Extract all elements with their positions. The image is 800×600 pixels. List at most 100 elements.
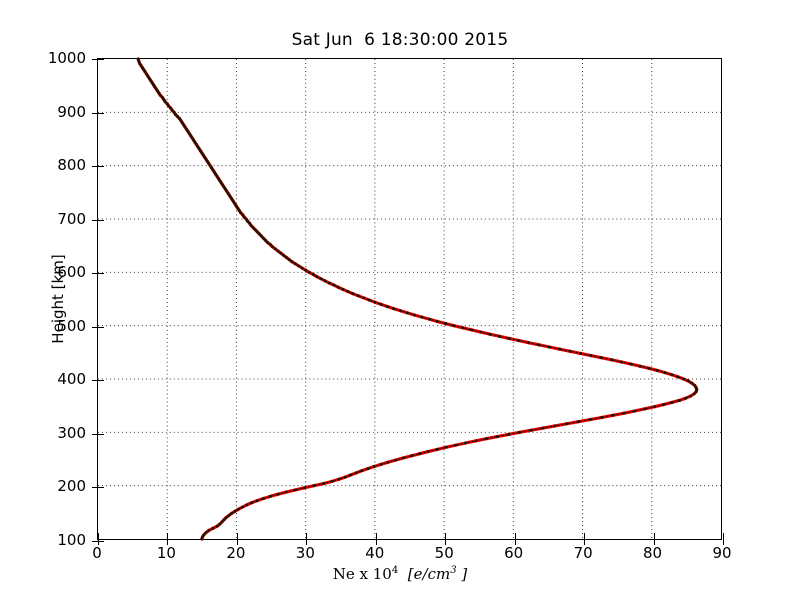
- data-point: [464, 441, 468, 445]
- data-point: [170, 108, 174, 112]
- data-point: [611, 413, 615, 417]
- data-point: [315, 275, 319, 279]
- data-point: [479, 330, 483, 334]
- data-point: [183, 125, 187, 129]
- data-point: [330, 479, 334, 483]
- data-point: [670, 373, 674, 377]
- y-tick-inner: [98, 59, 104, 60]
- data-point: [319, 277, 323, 281]
- data-point: [694, 386, 698, 390]
- data-point: [200, 151, 204, 155]
- x-tick-label: 0: [92, 544, 102, 562]
- data-point: [676, 375, 680, 379]
- x-tick-label: 50: [434, 544, 454, 562]
- y-tick-label: 100: [57, 531, 86, 549]
- data-point: [386, 460, 390, 464]
- x-tick-label: 40: [365, 544, 385, 562]
- y-tick-label: 800: [57, 156, 86, 175]
- data-point: [172, 110, 176, 114]
- data-point: [232, 200, 236, 204]
- data-point: [302, 486, 306, 490]
- data-point: [237, 507, 241, 511]
- data-point: [215, 174, 219, 178]
- x-tick-label: 10: [156, 544, 176, 562]
- data-point: [234, 204, 238, 208]
- data-point: [341, 287, 345, 291]
- data-point: [337, 477, 341, 481]
- data-point: [246, 219, 250, 223]
- data-point: [558, 347, 562, 351]
- y-tick-label: 200: [57, 477, 86, 496]
- data-point: [420, 315, 424, 319]
- data-point: [327, 281, 331, 285]
- plot-area: [92, 57, 724, 545]
- data-point: [147, 76, 151, 80]
- y-tick-label: 500: [57, 316, 86, 335]
- x-tick-inner: [584, 533, 586, 539]
- data-point: [366, 467, 370, 471]
- data-point: [435, 447, 439, 451]
- data-point: [140, 66, 144, 70]
- data-point: [670, 400, 674, 404]
- y-tick-label: 300: [57, 423, 86, 442]
- y-tick-label: 700: [57, 209, 86, 228]
- data-point: [160, 95, 164, 99]
- y-tick: [92, 433, 98, 435]
- data-point: [157, 91, 161, 95]
- x-tick: [514, 539, 516, 545]
- data-point: [418, 452, 422, 456]
- data-point: [497, 334, 501, 338]
- data-point: [268, 494, 272, 498]
- data-point: [686, 379, 690, 383]
- x-tick-inner: [98, 533, 99, 539]
- data-point: [273, 247, 277, 251]
- data-point: [257, 232, 261, 236]
- data-point: [362, 296, 366, 300]
- data-point: [163, 100, 167, 104]
- data-point: [495, 435, 499, 439]
- data-point: [588, 418, 592, 422]
- data-point: [261, 236, 265, 240]
- data-point: [336, 285, 340, 289]
- x-tick: [306, 539, 308, 545]
- data-point: [454, 443, 458, 447]
- data-point: [226, 191, 230, 195]
- y-tick: [92, 487, 98, 489]
- data-point: [323, 279, 327, 283]
- data-point: [207, 528, 211, 532]
- data-point: [211, 526, 215, 530]
- x-tick: [375, 539, 377, 545]
- data-point: [236, 206, 240, 210]
- data-point: [304, 268, 308, 272]
- data-point: [312, 484, 316, 488]
- data-point: [237, 208, 241, 212]
- data-point: [222, 185, 226, 189]
- data-point: [233, 509, 237, 513]
- data-point: [165, 102, 169, 106]
- data-point: [394, 458, 398, 462]
- data-point: [182, 123, 186, 127]
- data-point: [284, 490, 288, 494]
- x-tick-label: 20: [226, 544, 246, 562]
- data-point: [153, 85, 157, 89]
- data-point: [346, 290, 350, 294]
- data-point: [215, 524, 219, 528]
- y-tick: [92, 59, 98, 60]
- data-point: [655, 368, 659, 372]
- data-point: [518, 430, 522, 434]
- data-point: [356, 294, 360, 298]
- x-axis-units-exponent: 3: [450, 565, 457, 576]
- data-point: [354, 471, 358, 475]
- data-point: [194, 142, 198, 146]
- y-tick-inner: [98, 273, 104, 275]
- data-point: [146, 74, 150, 78]
- data-point: [203, 155, 207, 159]
- y-tick-inner: [98, 380, 104, 382]
- data-point: [208, 164, 212, 168]
- data-point: [223, 187, 227, 191]
- data-point: [690, 381, 694, 385]
- data-point: [684, 396, 688, 400]
- data-point: [290, 260, 294, 264]
- data-point: [653, 405, 657, 409]
- data-point: [198, 149, 202, 153]
